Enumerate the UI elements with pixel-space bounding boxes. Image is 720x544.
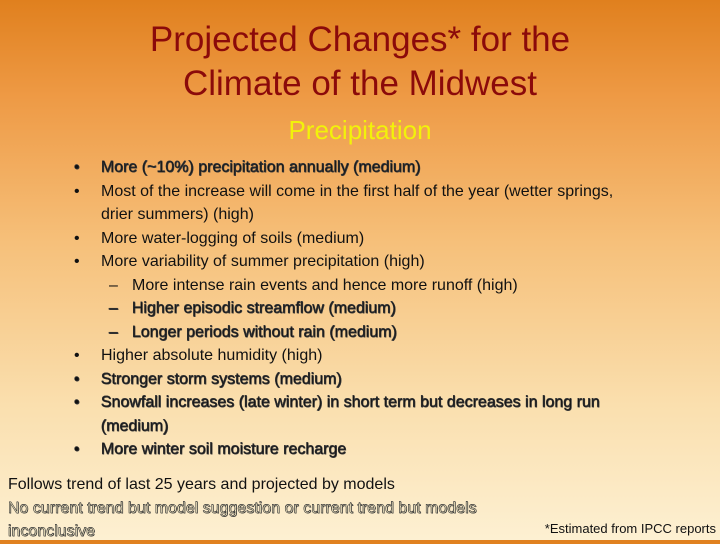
slide-title: Projected Changes* for the Climate of th…: [60, 18, 660, 106]
legend-outlined-line-1: No current trend but model suggestion or…: [8, 499, 477, 517]
bullet-text: More (~10%) precipitation annually (medi…: [101, 159, 421, 177]
bullet-item: • Most of the increase will come in the f…: [0, 180, 640, 227]
bullet-item: • Snowfall increases (late winter) in sho…: [0, 391, 640, 438]
bullet-item: • More variability of summer precipitatio…: [0, 250, 640, 274]
sub-bullet-item: – Longer periods without rain (medium): [0, 321, 640, 345]
bullet-marker: •: [74, 370, 80, 388]
bullet-item: • More water-logging of soils (medium): [0, 227, 640, 251]
bullet-marker: •: [74, 182, 80, 200]
bullet-text: More variability of summer precipitation…: [101, 253, 425, 270]
bullet-marker: •: [74, 394, 80, 412]
bullet-marker: •: [74, 441, 80, 459]
bullet-marker: •: [74, 347, 80, 364]
sub-bullet-item: – More intense rain events and hence more…: [0, 274, 640, 298]
slide-subtitle: Precipitation: [288, 115, 432, 145]
bullet-text: Higher episodic streamflow (medium): [132, 300, 397, 318]
bullet-text: Higher absolute humidity (high): [101, 347, 323, 364]
title-line-1: Projected Changes* for the: [149, 20, 571, 59]
bullet-item: • More winter soil moisture recharge: [0, 438, 640, 462]
bullet-text: Snowfall increases (late winter) in shor…: [101, 394, 601, 435]
dash-marker: –: [109, 276, 118, 294]
bullet-item: • Higher absolute humidity (high): [0, 344, 640, 368]
bullet-text: More water-logging of soils (medium): [101, 229, 365, 247]
source-note: *Estimated from IPCC reports: [544, 521, 716, 536]
bullet-text: More winter soil moisture recharge: [101, 441, 347, 459]
legend-outlined-line-2: inconclusive: [8, 523, 96, 541]
sub-bullet-item: – Higher episodic streamflow (medium): [0, 297, 640, 321]
footer-legend: Follows trend of last 25 years and proje…: [8, 473, 628, 544]
bullet-item: • More (~10%) precipitation annually (med…: [0, 156, 640, 180]
bullet-marker: •: [74, 253, 80, 270]
dash-marker: –: [109, 300, 119, 318]
dash-marker: –: [109, 323, 119, 341]
legend-solid-line: Follows trend of last 25 years and proje…: [8, 476, 395, 493]
bullet-list: • More (~10%) precipitation annually (med…: [0, 156, 640, 462]
bullet-text: Longer periods without rain (medium): [132, 323, 398, 341]
bullet-marker: •: [74, 229, 80, 247]
bullet-text: More intense rain events and hence more …: [132, 276, 518, 294]
bullet-text: Stronger storm systems (medium): [101, 370, 343, 388]
bullet-text: Most of the increase will come in the fi…: [101, 182, 614, 224]
bullet-item: • Stronger storm systems (medium): [0, 368, 640, 392]
title-line-2: Climate of the Midwest: [182, 64, 538, 103]
bullet-marker: •: [74, 159, 80, 177]
